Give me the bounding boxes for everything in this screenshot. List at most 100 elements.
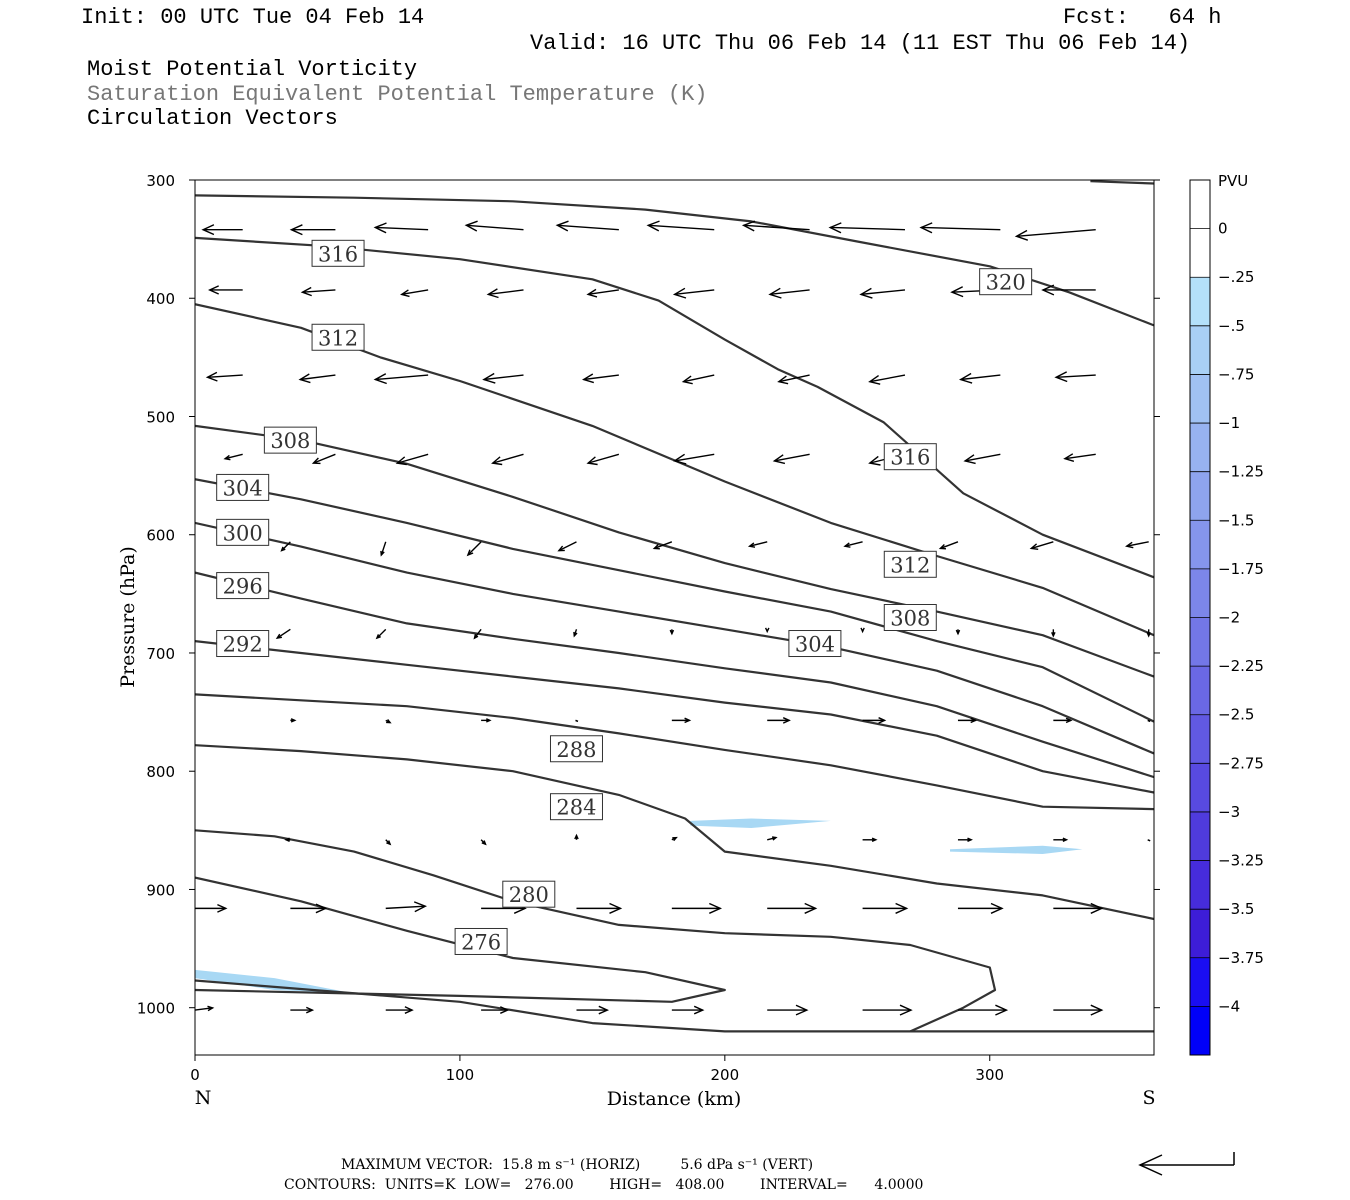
y-tick-label: 1000: [137, 1000, 175, 1018]
circulation-vector: [1053, 837, 1069, 843]
circulation-vector: [1146, 629, 1151, 638]
circulation-vector: [1051, 629, 1056, 638]
circulation-vector: [486, 288, 524, 299]
y-tick-label: 600: [146, 527, 175, 545]
colorbar-level-label: −2.5: [1218, 706, 1254, 724]
colorbar-level-label: −1.75: [1218, 560, 1264, 578]
contour-label-text: 312: [318, 326, 358, 350]
circulation-vector: [868, 374, 906, 385]
contour-label-312: 312: [311, 323, 365, 351]
contour-label-text: 292: [223, 633, 263, 657]
vector-head: [669, 629, 675, 636]
circulation-vector: [767, 1004, 809, 1016]
circulation-vector: [481, 1006, 510, 1014]
circulation-vector: [385, 1006, 414, 1014]
vector-shaft: [1031, 541, 1054, 550]
vector-head: [1146, 632, 1151, 638]
pv-region: [950, 845, 1083, 854]
colorbar-bin: [1190, 423, 1210, 473]
vector-head: [995, 1004, 1009, 1016]
circulation-vector: [574, 833, 579, 840]
vector-shaft: [1064, 453, 1096, 460]
circulation-vector: [777, 374, 810, 385]
vector-head: [404, 1006, 414, 1014]
vector-head: [201, 224, 215, 236]
vector-shaft: [583, 374, 619, 381]
vector-head: [828, 222, 842, 234]
colorbar-bin: [1190, 763, 1210, 813]
theta-e-contour-296: [195, 571, 1154, 779]
vector-head: [747, 542, 756, 548]
contour-label-box: [502, 880, 556, 908]
circulation-vector: [669, 629, 675, 636]
vector-head: [938, 543, 947, 550]
contour-label-320: 320: [979, 268, 1033, 296]
vector-head: [652, 543, 660, 550]
circulation-vector: [575, 719, 579, 723]
vector-shaft: [207, 374, 243, 378]
vector-head: [970, 717, 978, 724]
pv-shading-layer: [195, 818, 1083, 994]
circulation-vector: [862, 717, 887, 724]
theta-e-contour-316: [195, 236, 1154, 579]
vector-head: [290, 718, 297, 723]
circulation-vector: [289, 224, 336, 236]
vector-head: [681, 375, 693, 385]
vector-head: [223, 454, 231, 461]
vector-head: [413, 901, 428, 913]
vector-head: [586, 288, 598, 298]
circulation-vector: [373, 222, 429, 234]
contour-label-text: 320: [986, 271, 1026, 295]
circulation-vector: [955, 629, 961, 636]
circulation-vector: [300, 286, 336, 297]
theta-e-contour-276: [195, 876, 726, 1003]
vector-head: [955, 629, 961, 636]
vector-shaft: [276, 628, 291, 639]
y-tick-label: 300: [146, 172, 175, 190]
circulation-vector: [1147, 719, 1151, 723]
vector-shaft: [558, 541, 577, 552]
contour-label-text: 312: [890, 553, 930, 577]
colorbar-level-label: 0: [1218, 220, 1228, 238]
colorbar-level-label: −2: [1218, 609, 1240, 627]
colorbar-bin: [1190, 325, 1210, 375]
contour-label-text: 304: [795, 633, 835, 657]
circulation-vector: [859, 287, 906, 299]
colorbar-level-label: −.75: [1218, 365, 1254, 383]
contour-info: CONTOURS: UNITS=K LOW= 276.00 HIGH= 408.…: [284, 1177, 924, 1193]
circulation-vector: [482, 372, 524, 384]
vector-head: [284, 837, 290, 843]
circulation-vector: [1014, 228, 1096, 241]
vector-head: [963, 454, 976, 465]
contour-label-box: [883, 550, 937, 578]
vector-shaft: [1147, 839, 1151, 842]
circulation-vector: [481, 718, 492, 723]
contour-label-308: 308: [263, 426, 317, 454]
colorbar-bin: [1190, 374, 1210, 424]
vector-shaft: [195, 1007, 213, 1011]
vector-head: [207, 285, 219, 295]
vector-head: [473, 634, 479, 640]
vector-head: [486, 288, 499, 299]
contour-label-312: 312: [883, 550, 937, 578]
colorbar-level-label: −1: [1218, 414, 1240, 432]
vector-head: [950, 286, 964, 298]
y-axis-label: Pressure (hPa): [117, 546, 139, 688]
contour-label-text: 316: [318, 242, 358, 266]
circulation-vector: [646, 220, 715, 232]
vector-head: [768, 287, 782, 299]
theta-e-contour-308: [195, 424, 1154, 678]
circulation-vector: [768, 287, 810, 299]
pv-region: [195, 969, 354, 994]
circulation-vector: [275, 628, 291, 640]
plot-frame: [194, 179, 1155, 1056]
vector-head: [1051, 632, 1056, 638]
y-tick-label: 800: [146, 763, 175, 781]
colorbar-bin: [1190, 860, 1210, 910]
contour-label-box: [216, 630, 270, 658]
vector-head: [581, 373, 595, 384]
theta-e-contour-292: [195, 640, 1154, 794]
vector-shaft: [1147, 719, 1151, 723]
vector-shaft: [302, 289, 336, 293]
circulation-vector: [280, 541, 291, 552]
